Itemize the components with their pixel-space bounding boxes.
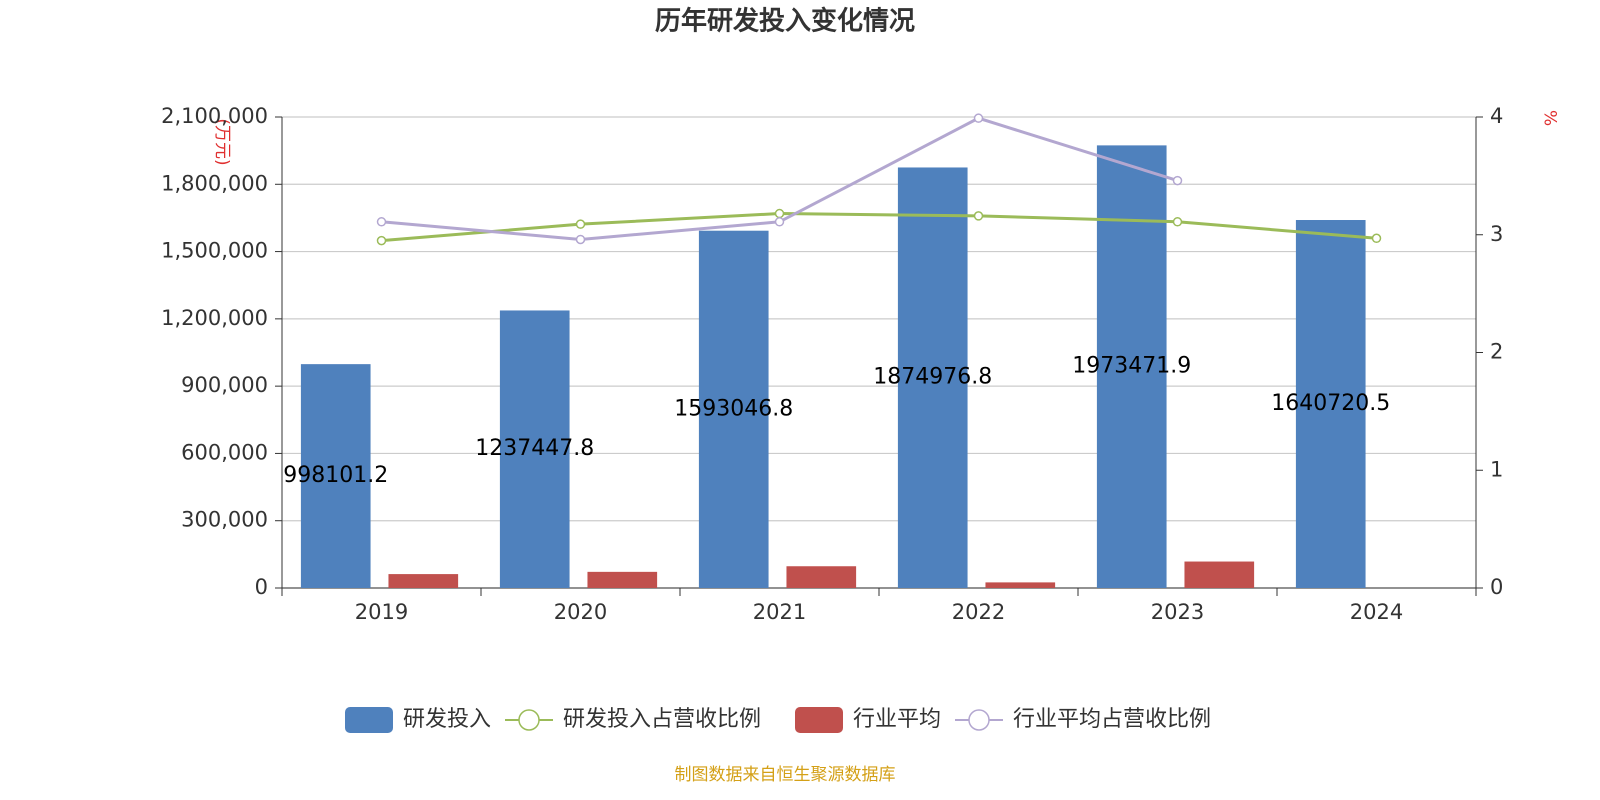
y-tick-label: 2,100,000	[161, 104, 268, 128]
x-tick-label: 2020	[554, 600, 607, 624]
line-point	[774, 208, 785, 219]
y-tick-label: 1,200,000	[161, 306, 268, 330]
legend-swatch	[968, 709, 990, 731]
y-tick-label: 1,500,000	[161, 239, 268, 263]
bar	[698, 230, 769, 588]
x-tick-label: 2019	[355, 600, 408, 624]
y2-tick-label: 2	[1490, 340, 1503, 364]
line-point	[575, 234, 586, 245]
data-label: 1593046.8	[674, 396, 793, 421]
line-point	[376, 235, 387, 246]
line-point	[1172, 217, 1183, 227]
bar	[786, 566, 857, 588]
line-point	[973, 211, 984, 221]
legend-label: 研发投入占营收比例	[563, 707, 761, 732]
legend-label: 行业平均	[853, 707, 941, 732]
bar	[388, 574, 459, 588]
y-axis-label: (万元)	[212, 118, 232, 165]
source-note: 制图数据来自恒生聚源数据库	[675, 765, 896, 785]
y2-axis-label: %	[1542, 110, 1562, 126]
line-point	[1371, 233, 1382, 244]
x-tick-label: 2022	[952, 600, 1005, 624]
y2-tick-label: 0	[1490, 575, 1503, 599]
data-label: 1874976.8	[873, 365, 992, 390]
y-tick-label: 1,800,000	[161, 171, 268, 195]
legend-swatch	[518, 709, 540, 731]
legend-swatch[interactable]	[345, 707, 393, 733]
legend-label: 研发投入	[403, 707, 491, 732]
y2-tick-label: 1	[1490, 457, 1503, 481]
line-point	[575, 219, 586, 229]
chart-title: 历年研发投入变化情况	[655, 6, 915, 37]
line-point	[1172, 175, 1183, 186]
x-tick-label: 2021	[753, 600, 806, 624]
data-label: 1237447.8	[475, 436, 594, 461]
x-tick-label: 2024	[1350, 600, 1403, 624]
y2-tick-label: 4	[1490, 104, 1503, 128]
bar	[1295, 220, 1366, 588]
data-label: 998101.2	[283, 463, 388, 488]
y2-tick-label: 3	[1490, 222, 1503, 246]
y-tick-label: 900,000	[181, 373, 268, 397]
line-point	[376, 217, 387, 227]
line	[381, 212, 1377, 243]
data-label: 1973471.9	[1072, 354, 1191, 379]
line-point	[774, 217, 785, 227]
x-tick-label: 2023	[1151, 600, 1204, 624]
bar	[1184, 561, 1255, 588]
legend-swatch[interactable]	[795, 707, 843, 733]
y-tick-label: 0	[255, 575, 268, 599]
line-point	[973, 113, 984, 123]
bar	[897, 167, 968, 588]
bar	[499, 310, 570, 588]
bar	[587, 571, 658, 588]
data-label: 1640720.5	[1271, 391, 1390, 416]
y-tick-label: 600,000	[181, 440, 268, 464]
y-tick-label: 300,000	[181, 508, 268, 532]
legend-label: 行业平均占营收比例	[1013, 707, 1211, 732]
bar	[985, 582, 1056, 588]
bar	[300, 364, 371, 588]
